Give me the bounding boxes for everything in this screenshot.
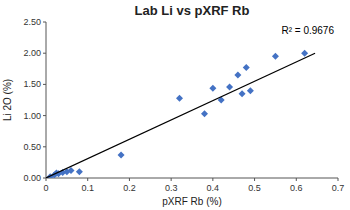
y-tick [43,22,46,23]
x-axis-line [46,178,338,179]
trend-line [46,53,315,178]
page: {"chart_data": {"type": "scatter", "titl… [0,0,350,210]
chart: 0 0.1 0.2 0.3 0.4 0.5 0.6 0.7 0.00 0.50 1.00 1.50 2.… [0,0,350,210]
scatter-point [201,110,208,117]
scatter-point [118,151,125,158]
plot-area [46,22,338,178]
scatter-point [234,72,241,79]
chart-container: 0 0.1 0.2 0.3 0.4 0.5 0.6 0.7 0.00 0.50 1.00 1.50 2.… [0,0,350,210]
x-tick-label: 0.5 [248,183,261,193]
y-tick [43,178,46,179]
x-tick-label: 0.6 [290,183,303,193]
x-tick-label: 0.3 [165,183,178,193]
y-tick [43,146,46,147]
y-axis-line [46,22,47,178]
scatter-point [247,87,254,94]
y-tick-label: 0.50 [23,142,41,152]
x-tick-label: 0.1 [81,183,94,193]
y-tick-label: 2.00 [23,48,41,58]
y-tick [43,115,46,116]
y-tick-label: 2.50 [23,17,41,27]
y-tick [43,53,46,54]
x-tick [296,178,297,181]
r2-annotation: R² = 0.9676 [281,25,334,36]
marks [46,50,315,178]
scatter-point [301,50,308,57]
y-tick-label: 1.00 [23,111,41,121]
x-tick-label: 0.2 [123,183,136,193]
axes: 0 0.1 0.2 0.3 0.4 0.5 0.6 0.7 0.00 0.50 1.00 1.50 2.… [23,17,344,193]
scatter-point [209,85,216,92]
x-tick-label: 0.7 [332,183,345,193]
x-tick [338,178,339,181]
x-tick [212,178,213,181]
scatter-point [226,83,233,90]
x-tick-label: 0 [43,183,48,193]
x-tick [254,178,255,181]
scatter-point [76,168,83,175]
x-tick-label: 0.4 [207,183,220,193]
x-axis-label: pXRF Rb (%) [162,196,221,207]
chart-title: Lab Li vs pXRF Rb [135,3,250,18]
x-tick [87,178,88,181]
y-tick-label: 1.50 [23,79,41,89]
x-tick [171,178,172,181]
scatter-point [243,64,250,71]
y-tick-label: 0.00 [23,173,41,183]
x-tick [129,178,130,181]
scatter-point [239,90,246,97]
scatter-point [176,95,183,102]
scatter-point [272,53,279,60]
y-tick [43,84,46,85]
y-axis-label: Li 2O (%) [2,79,13,121]
